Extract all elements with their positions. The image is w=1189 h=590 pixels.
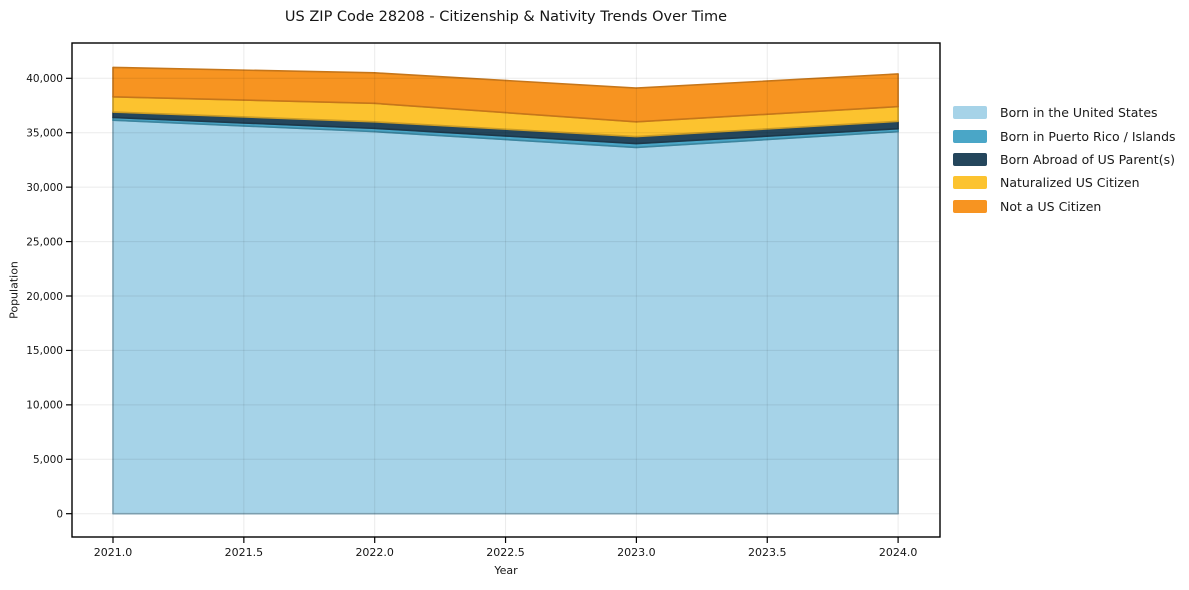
y-tick-label: 15,000: [26, 345, 63, 357]
y-tick-label: 30,000: [26, 182, 63, 194]
y-tick-label: 10,000: [26, 400, 63, 412]
legend-swatch-puerto-rico-icon: [953, 129, 987, 143]
x-tick-label: 2023.0: [617, 546, 656, 559]
legend-item-label: Born Abroad of US Parent(s): [1000, 151, 1175, 167]
x-tick-label: 2022.5: [486, 546, 525, 559]
chart-title: US ZIP Code 28208 - Citizenship & Nativi…: [284, 9, 728, 25]
legend-item: Born in the United States: [953, 101, 1176, 124]
y-tick-label: 0: [56, 509, 63, 521]
legend: Born in the United States Born in Puerto…: [953, 101, 1176, 218]
y-tick-label: 5,000: [33, 454, 63, 466]
x-tick-label: 2022.0: [355, 546, 394, 559]
legend-swatch-not-citizen-icon: [953, 199, 987, 213]
y-axis-label: Population: [7, 261, 21, 319]
y-tick-label: 40,000: [26, 73, 63, 85]
x-axis-label: Year: [494, 564, 518, 577]
legend-item: Not a US Citizen: [953, 195, 1176, 218]
x-tick-label: 2021.0: [94, 546, 133, 559]
area-series-4: [112, 66, 899, 123]
legend-item: Born in Puerto Rico / Islands: [953, 124, 1176, 147]
legend-item-label: Born in the United States: [1000, 105, 1158, 121]
y-tick-label: 25,000: [26, 236, 63, 248]
legend-swatch-born-abroad-icon: [953, 152, 987, 166]
legend-item: Naturalized US Citizen: [953, 171, 1176, 194]
legend-swatch-born-us-icon: [953, 106, 987, 120]
x-tick-label: 2021.5: [225, 546, 264, 559]
x-tick-label: 2024.0: [879, 546, 918, 559]
legend-item-label: Naturalized US Citizen: [1000, 175, 1140, 191]
legend-swatch-naturalized-icon: [953, 176, 987, 190]
y-tick-label: 35,000: [26, 128, 63, 140]
legend-item-label: Born in Puerto Rico / Islands: [1000, 128, 1176, 144]
legend-item: Born Abroad of US Parent(s): [953, 148, 1176, 171]
legend-item-label: Not a US Citizen: [1000, 198, 1102, 214]
y-tick-label: 20,000: [26, 291, 63, 303]
x-tick-label: 2023.5: [748, 546, 787, 559]
